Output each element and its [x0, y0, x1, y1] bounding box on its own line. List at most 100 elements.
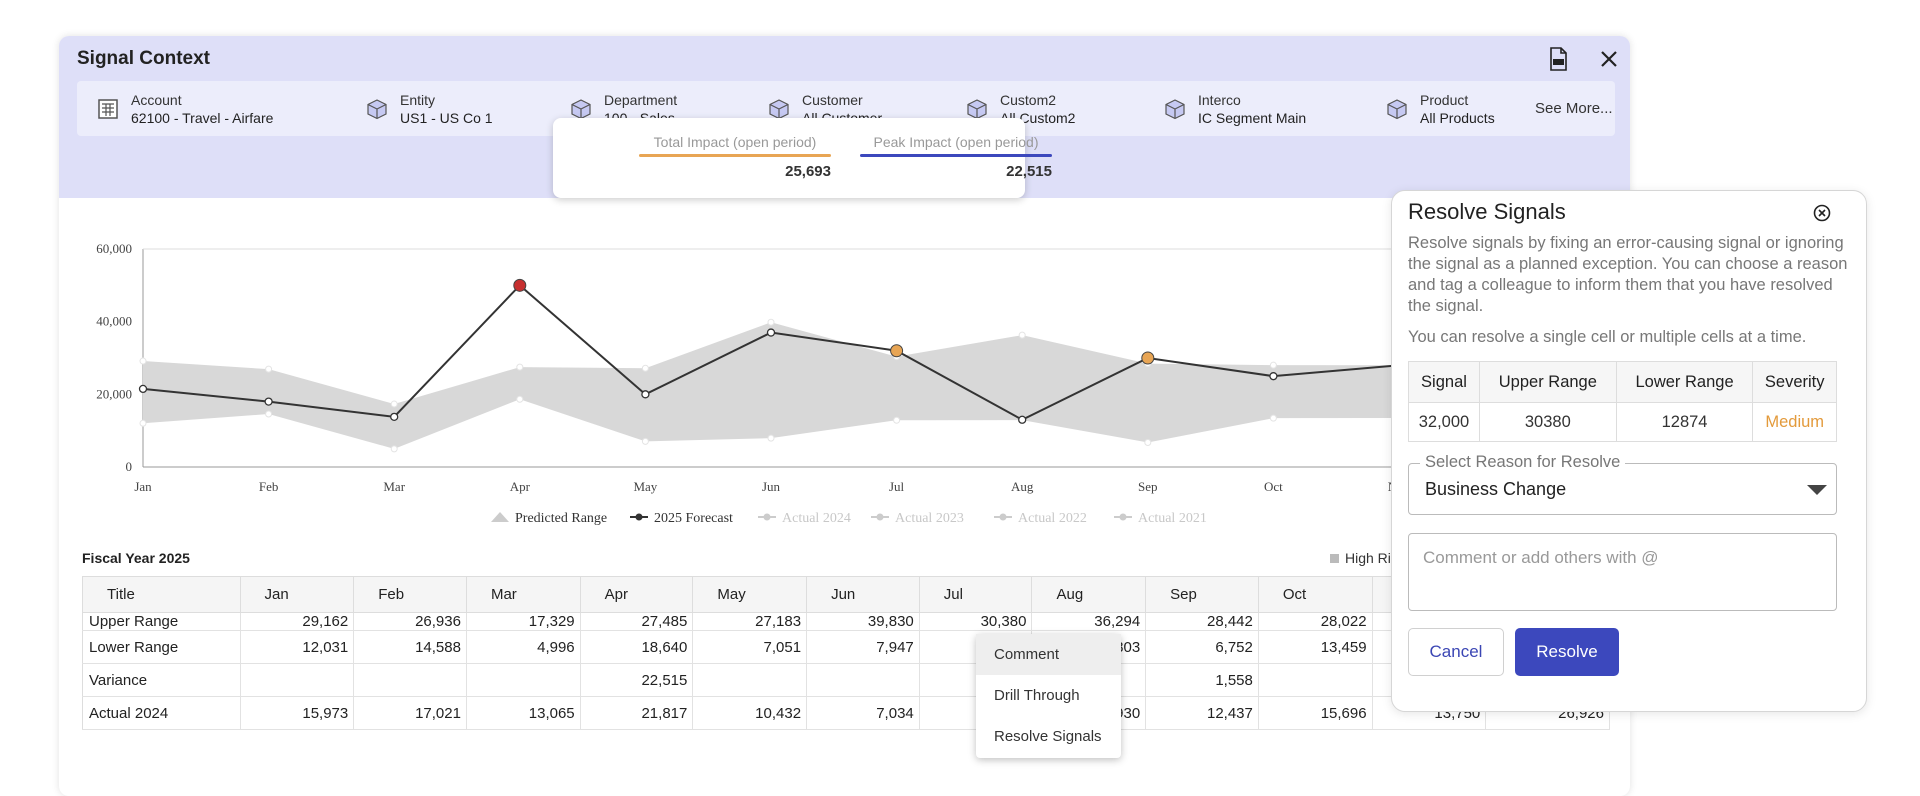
table-cell[interactable]: 7,947 — [806, 630, 920, 664]
signal-point — [890, 344, 904, 358]
table-cell[interactable]: 28,022 — [1258, 612, 1373, 631]
table-cell[interactable]: 17,329 — [466, 612, 581, 631]
legend-dot-icon — [763, 513, 771, 521]
col-header[interactable]: Jan — [239, 576, 355, 613]
legend-label: Predicted Range — [515, 511, 607, 526]
table-cell[interactable] — [692, 663, 808, 697]
menu-item-drill-through[interactable]: Drill Through — [994, 687, 1080, 704]
forecast-point — [641, 390, 650, 399]
table-cell[interactable]: 15,696 — [1258, 696, 1373, 730]
cube-icon — [1387, 99, 1407, 120]
severity-value: Medium — [1752, 402, 1837, 442]
table-cell[interactable]: 1,558 — [1145, 663, 1259, 697]
pdf-export-icon[interactable] — [1547, 47, 1569, 71]
context-menu: Comment Drill Through Resolve Signals — [976, 634, 1121, 758]
menu-item-resolve-signals[interactable]: Resolve Signals — [994, 728, 1102, 745]
table-cell[interactable]: 6,752 — [1145, 630, 1259, 664]
col-header[interactable]: Oct — [1257, 576, 1373, 613]
table-cell[interactable]: 15,973 — [240, 696, 355, 730]
table-cell[interactable]: 30,380 — [919, 612, 1033, 631]
table-cell[interactable]: 26,936 — [353, 612, 467, 631]
high-risk-legend: High Ri — [1330, 550, 1391, 566]
reason-select-label: Select Reason for Resolve — [1420, 453, 1626, 472]
table-cell[interactable]: 28,442 — [1145, 612, 1259, 631]
table-cell[interactable]: 4,996 — [466, 630, 581, 664]
col-header[interactable]: Apr — [579, 576, 694, 613]
forecast-point — [390, 412, 399, 422]
table-cell[interactable]: 27,485 — [580, 612, 694, 631]
range-lower-point — [265, 410, 273, 418]
total-impact-bar — [639, 154, 831, 157]
comment-input[interactable]: Comment or add others with @ — [1408, 533, 1837, 611]
col-header[interactable]: Title — [82, 576, 241, 613]
legend-range-icon — [491, 512, 509, 522]
table-cell[interactable]: 22,515 — [580, 663, 694, 697]
table-cell[interactable]: 12,437 — [1145, 696, 1259, 730]
range-lower-point — [139, 419, 147, 427]
x-tick-label: Jan — [134, 479, 152, 494]
table-cell[interactable]: 29,162 — [240, 612, 355, 631]
range-lower-point — [641, 437, 649, 445]
x-tick-label: Mar — [383, 479, 405, 494]
table-cell[interactable]: 39,830 — [806, 612, 920, 631]
col-header[interactable]: Aug — [1031, 576, 1147, 613]
chevron-down-icon[interactable] — [1807, 485, 1827, 495]
resolve-button[interactable]: Resolve — [1515, 628, 1619, 676]
range-upper-point — [265, 365, 273, 373]
table-cell[interactable] — [806, 663, 920, 697]
y-tick-label: 20,000 — [96, 386, 132, 401]
range-upper-point — [1269, 361, 1277, 369]
signal-value: 32,000 — [1408, 402, 1480, 442]
col-header[interactable]: Jul — [918, 576, 1033, 613]
close-icon[interactable] — [1599, 49, 1619, 69]
table-cell[interactable]: 13,459 — [1258, 630, 1373, 664]
close-circle-icon[interactable] — [1812, 203, 1832, 223]
table-cell[interactable]: 14,588 — [353, 630, 467, 664]
table-cell[interactable] — [353, 663, 467, 697]
table-row: Variance 22,515 1,558 — [82, 663, 1610, 697]
peak-impact-bar — [860, 154, 1052, 157]
row-title: Variance — [82, 663, 241, 697]
x-tick-label: Feb — [259, 479, 279, 494]
dialog-description: Resolve signals by fixing an error-causi… — [1408, 234, 1848, 315]
table-row: 32,000 30380 12874 Medium — [1408, 402, 1837, 442]
legend-label: Actual 2021 — [1138, 511, 1207, 526]
legend-dot-icon — [635, 513, 643, 521]
see-more-link[interactable]: See More... — [1535, 100, 1613, 117]
table-cell[interactable] — [1258, 663, 1373, 697]
table-row: Actual 2024 15,973 17,021 13,065 21,817 10,43… — [82, 696, 1610, 730]
forecast-point — [1018, 415, 1027, 424]
x-tick-label: Jul — [889, 479, 905, 494]
col-header[interactable]: Sep — [1145, 576, 1259, 613]
row-title: Upper Range — [82, 612, 241, 631]
table-cell[interactable]: 17,021 — [353, 696, 467, 730]
impact-summary-card: Total Impact (open period) 25,693 Peak I… — [553, 118, 1052, 198]
cube-icon — [367, 99, 387, 120]
table-cell[interactable]: 7,034 — [806, 696, 920, 730]
reason-select[interactable]: Select Reason for Resolve Business Chang… — [1408, 453, 1837, 515]
resolve-signals-dialog: Resolve Signals Resolve signals by fixin… — [1391, 190, 1867, 712]
col-header[interactable]: May — [692, 576, 808, 613]
cancel-button[interactable]: Cancel — [1408, 628, 1504, 676]
col-header: Signal — [1408, 361, 1480, 403]
forecast-point — [766, 328, 776, 337]
table-cell[interactable] — [466, 663, 581, 697]
col-header[interactable]: Mar — [465, 576, 581, 613]
fiscal-table: Title Jan Feb Mar Apr May Jun Jul Aug Se… — [82, 576, 1610, 730]
table-cell[interactable]: 7,051 — [692, 630, 808, 664]
table-cell[interactable]: 10,432 — [692, 696, 808, 730]
table-cell[interactable]: 36,294 — [1031, 612, 1147, 631]
table-cell[interactable]: 18,640 — [580, 630, 694, 664]
table-cell[interactable]: 27,183 — [692, 612, 808, 631]
legend-square-icon — [1330, 554, 1339, 563]
table-cell[interactable]: 12,031 — [240, 630, 355, 664]
table-cell[interactable]: 21,817 — [580, 696, 694, 730]
menu-item-comment[interactable]: Comment — [976, 634, 1121, 675]
table-cell[interactable]: 13,065 — [466, 696, 581, 730]
signal-point — [513, 278, 527, 292]
predicted-range-band — [143, 322, 1399, 449]
col-header[interactable]: Jun — [806, 576, 920, 613]
col-header[interactable]: Feb — [353, 576, 467, 613]
x-tick-label: May — [633, 479, 657, 494]
table-cell[interactable] — [240, 663, 355, 697]
